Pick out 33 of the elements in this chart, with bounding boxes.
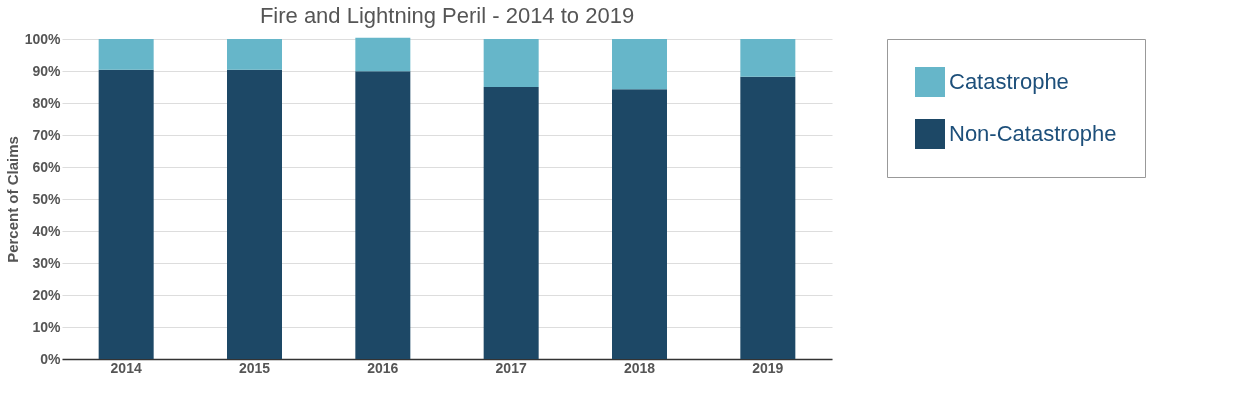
x-tick-label: 2015 bbox=[238, 359, 271, 376]
x-tick-label: 2019 bbox=[752, 359, 784, 376]
legend-label: Non-Catastrophe bbox=[949, 121, 1117, 146]
y-tick-label: 50% bbox=[32, 190, 62, 207]
y-tick-label: 60% bbox=[32, 158, 62, 175]
legend-label: Catastrophe bbox=[949, 69, 1069, 94]
y-tick-label: 20% bbox=[32, 286, 62, 303]
y-tick-label: 40% bbox=[32, 222, 62, 239]
bar bbox=[740, 76, 796, 359]
bar bbox=[612, 89, 667, 359]
bar bbox=[227, 69, 282, 359]
bar bbox=[483, 87, 539, 359]
y-tick-label: 10% bbox=[32, 318, 62, 335]
y-tick-label: 80% bbox=[32, 94, 62, 111]
x-tick-label: 2017 bbox=[495, 359, 527, 376]
y-tick-label: 90% bbox=[32, 62, 62, 79]
y-tick-label: 70% bbox=[32, 126, 62, 143]
bar bbox=[98, 39, 154, 70]
bar bbox=[355, 71, 411, 359]
y-axis-title: Percent of Claims bbox=[3, 136, 21, 263]
x-tick-label: 2016 bbox=[367, 359, 399, 376]
x-tick-label: 2018 bbox=[623, 359, 656, 376]
bar bbox=[355, 37, 411, 72]
bar bbox=[740, 39, 796, 77]
y-tick-label: 100% bbox=[24, 30, 62, 47]
y-tick-label: 0% bbox=[40, 350, 62, 367]
bar bbox=[483, 39, 539, 87]
x-tick-label: 2014 bbox=[110, 359, 142, 376]
chart-title: Fire and Lightning Peril - 2014 to 2019 bbox=[259, 3, 635, 28]
bar bbox=[612, 39, 667, 90]
bar bbox=[98, 69, 154, 359]
bar bbox=[227, 39, 282, 70]
y-tick-label: 30% bbox=[32, 254, 62, 271]
